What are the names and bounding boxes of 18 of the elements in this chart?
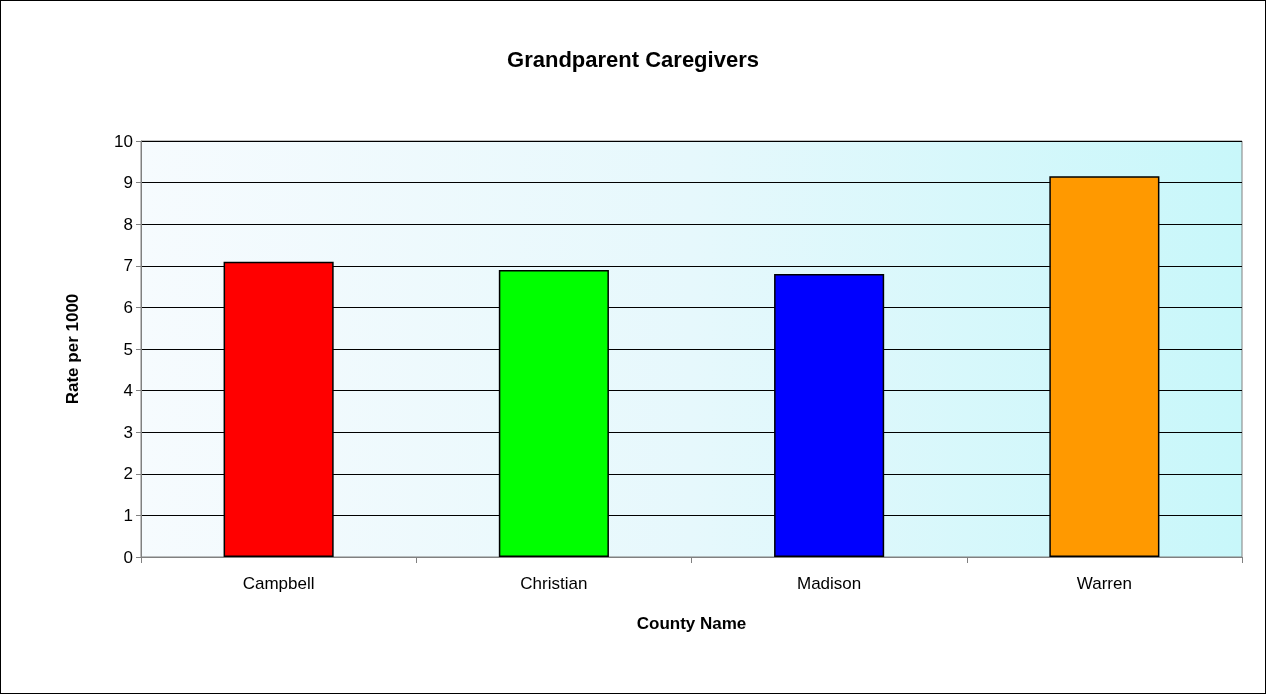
x-tick-label: Christian [520, 574, 588, 593]
y-axis-title: Rate per 1000 [63, 293, 82, 405]
y-tick-label: 3 [123, 422, 133, 442]
x-tick-label: Madison [796, 574, 862, 593]
y-tick-label: 1 [123, 505, 133, 525]
chart-title: Grandparent Caregivers [507, 46, 759, 72]
x-axis-title: County Name [636, 614, 747, 633]
y-tick-label: 0 [123, 547, 133, 567]
x-tick-label: Campbell [242, 574, 315, 593]
y-tick-label: 4 [123, 381, 133, 401]
y-tick-label: 10 [114, 131, 133, 151]
x-tick-label: Warren [1076, 574, 1132, 593]
y-tick-label: 5 [123, 339, 133, 359]
y-tick-label: 2 [123, 464, 133, 484]
y-tick-label: 7 [123, 256, 133, 276]
y-tick-label: 9 [123, 173, 133, 193]
y-tick-label: 8 [123, 214, 133, 234]
y-tick-label: 6 [123, 297, 133, 317]
